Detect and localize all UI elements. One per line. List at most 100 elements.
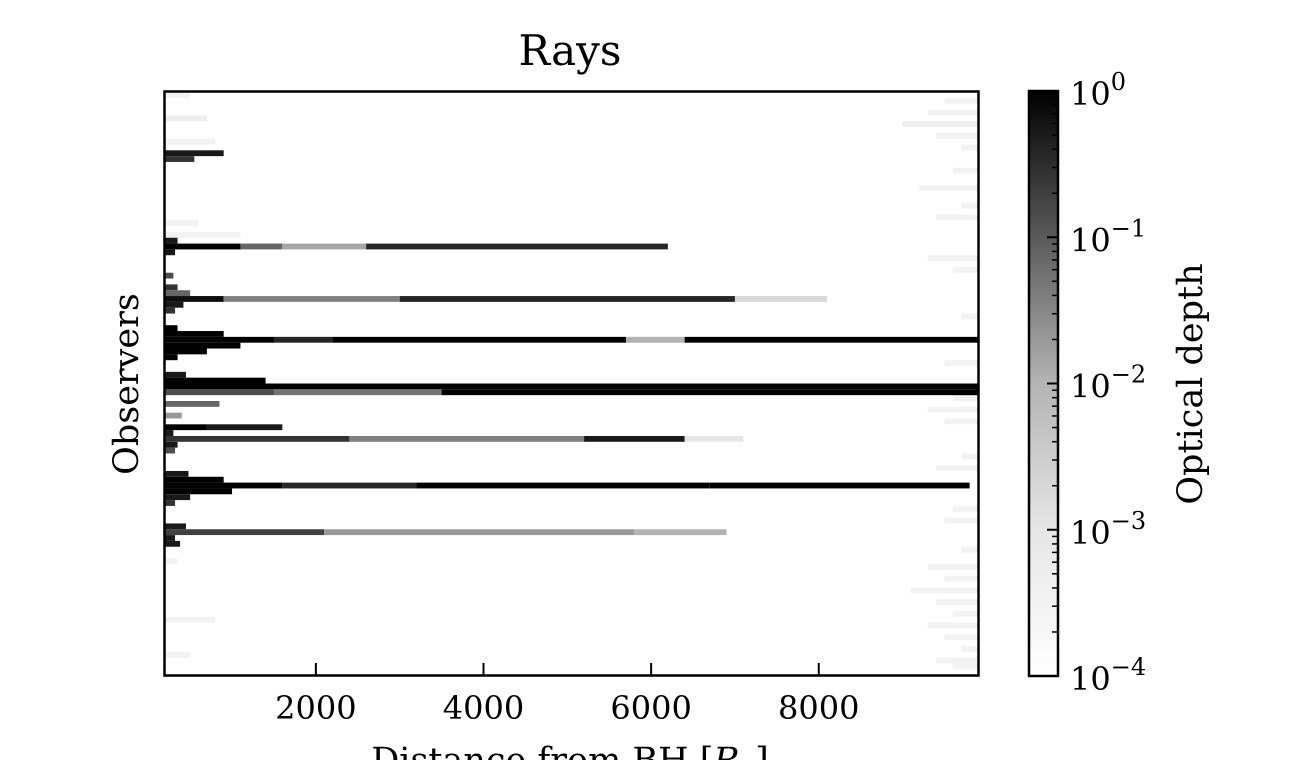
edge-noise-cell — [952, 505, 978, 512]
ray-tail — [165, 325, 178, 332]
ray-tail — [165, 470, 189, 477]
edge-noise-cell — [902, 121, 978, 127]
ray-segment — [282, 482, 417, 489]
ray-tail — [165, 342, 241, 349]
ray-segment — [165, 529, 325, 536]
edge-noise-cell — [927, 109, 978, 116]
edge-noise-cell — [944, 360, 978, 367]
edge-noise-cell — [944, 634, 978, 641]
ray-tail — [165, 249, 176, 256]
ray-segment — [223, 296, 400, 302]
ray-tail — [165, 272, 174, 279]
ray-tail — [165, 156, 195, 162]
ray-tail — [165, 651, 191, 658]
ray-tail — [165, 348, 207, 355]
ray-tail — [165, 523, 186, 530]
edge-noise-cell — [919, 185, 978, 192]
x-tick-label: 8000 — [778, 689, 859, 727]
edge-noise-cell — [927, 622, 978, 629]
ray-segment — [634, 529, 727, 536]
edge-noise-cell — [961, 144, 978, 151]
ray-segment — [709, 482, 970, 489]
ray-tail — [165, 331, 224, 337]
plot-frame — [163, 90, 980, 677]
ray-tail — [165, 354, 178, 361]
colorbar-label: Optical depth — [1171, 263, 1211, 504]
ray-tail — [165, 616, 216, 623]
ray-tail — [165, 430, 174, 436]
ray-tail — [165, 441, 178, 448]
ray-tail — [165, 400, 220, 407]
ray-segment — [684, 435, 744, 442]
ray-segment — [206, 424, 283, 431]
colorbar-tick-label: 10−4 — [1070, 653, 1146, 698]
edge-noise-cell — [961, 645, 978, 652]
ray-segment — [441, 389, 978, 396]
colorbar-tick-label: 10−1 — [1070, 214, 1146, 259]
ray-tail — [165, 301, 184, 308]
edge-noise-cell — [961, 453, 978, 460]
edge-noise-cell — [936, 214, 978, 221]
ray-tail — [165, 447, 176, 454]
edge-noise-cell — [936, 465, 978, 471]
ray-segment — [324, 529, 635, 536]
ray-tail — [165, 307, 176, 314]
y-axis-label: Observers — [107, 293, 147, 475]
edge-noise-cell — [910, 587, 978, 594]
edge-noise-cell — [944, 418, 978, 425]
edge-noise-cell — [936, 657, 978, 664]
ray-segment — [165, 243, 241, 250]
ray-tail — [165, 371, 186, 378]
ray-segment — [399, 296, 735, 302]
x-tick-label: 2000 — [275, 689, 356, 727]
edge-noise-cell — [927, 564, 978, 571]
ray-heatmap — [165, 92, 978, 670]
ray-segment — [282, 243, 367, 250]
ray-segment — [240, 243, 283, 250]
edge-noise-cell — [952, 395, 978, 401]
ray-segment — [165, 383, 978, 390]
ray-segment — [734, 296, 828, 302]
edge-noise-cell — [936, 599, 978, 606]
edge-noise-cell — [952, 266, 978, 273]
ray-tail — [165, 535, 176, 541]
ray-tail — [165, 377, 266, 384]
ray-segment — [165, 336, 274, 343]
x-axis-ticks: 2000 4000 6000 8000 — [275, 663, 859, 727]
ray-tail — [165, 138, 216, 145]
ray-segment — [273, 336, 333, 343]
ray-tail — [165, 500, 176, 506]
ray-tail — [165, 220, 199, 227]
edge-noise-cell — [944, 575, 978, 582]
ray-segment — [684, 336, 978, 343]
edge-noise-cell — [961, 546, 978, 553]
ray-segment — [584, 435, 685, 442]
edge-noise-cell — [927, 406, 978, 413]
ray-tail — [165, 231, 241, 238]
edge-noise-cell — [952, 610, 978, 617]
colorbar-tick-label: 100 — [1070, 68, 1126, 113]
edge-noise-cell — [927, 255, 978, 262]
ray-tail — [165, 284, 178, 291]
edge-noise-cell — [952, 167, 978, 174]
ray-segment — [366, 243, 668, 250]
colorbar-tick-label: 10−2 — [1070, 361, 1146, 406]
ray-segment — [165, 435, 350, 442]
x-tick-label: 4000 — [443, 689, 524, 727]
ray-segment — [165, 389, 274, 396]
ray-segment — [332, 336, 626, 343]
ray-tail — [165, 558, 178, 565]
edge-noise-cell — [944, 517, 978, 524]
edge-noise-cell — [961, 313, 978, 320]
chart-title: Rays — [519, 26, 622, 75]
x-tick-label: 6000 — [610, 689, 691, 727]
ray-tail — [165, 540, 181, 547]
x-axis-label: Distance from BH [Rg] — [371, 741, 769, 760]
ray-tail — [165, 290, 191, 297]
ray-tail — [165, 150, 224, 157]
ray-tail — [165, 488, 233, 495]
ray-tail — [165, 494, 191, 501]
edge-noise-cell — [936, 132, 978, 139]
colorbar-tick-label: 10−3 — [1070, 507, 1146, 552]
